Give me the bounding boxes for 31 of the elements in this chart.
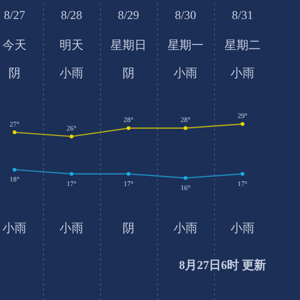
text: 今天 (2, 38, 26, 52)
point (12, 130, 16, 134)
text: 星期二 (224, 38, 260, 52)
text: 星期一 (168, 38, 204, 52)
text: 小雨 (174, 66, 198, 80)
text: 阴 (8, 66, 20, 80)
text: 8月27日6时 更新 (179, 258, 266, 272)
point (70, 172, 74, 176)
point (240, 122, 244, 126)
text: 星期日 (110, 38, 146, 52)
x-tick-label: 8/27 (4, 8, 26, 22)
point (126, 172, 130, 176)
x-tick-label: 8/28 (60, 8, 82, 22)
text: 小雨 (174, 221, 198, 235)
text: 小雨 (2, 221, 26, 235)
x-tick-label: 8/30 (174, 8, 196, 22)
x-tick-label: 8/31 (232, 8, 254, 22)
point (70, 134, 74, 138)
point (184, 126, 188, 130)
text: 小雨 (60, 66, 84, 80)
text: 明天 (60, 38, 84, 52)
text: 阴 (122, 66, 134, 80)
point (126, 126, 130, 130)
point (12, 168, 16, 172)
text: 阴 (122, 221, 134, 235)
text: 小雨 (230, 66, 254, 80)
text: 小雨 (230, 221, 254, 235)
text: 小雨 (60, 221, 84, 235)
point (240, 172, 244, 176)
x-tick-label: 8/29 (118, 8, 140, 22)
point (184, 176, 188, 180)
